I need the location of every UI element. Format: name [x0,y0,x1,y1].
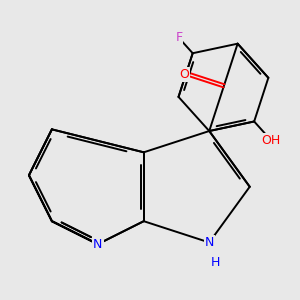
Text: H: H [211,256,220,268]
Text: O: O [179,68,189,81]
Text: OH: OH [261,134,281,147]
Text: N: N [93,238,103,250]
Text: F: F [175,32,182,44]
Text: N: N [205,236,214,249]
